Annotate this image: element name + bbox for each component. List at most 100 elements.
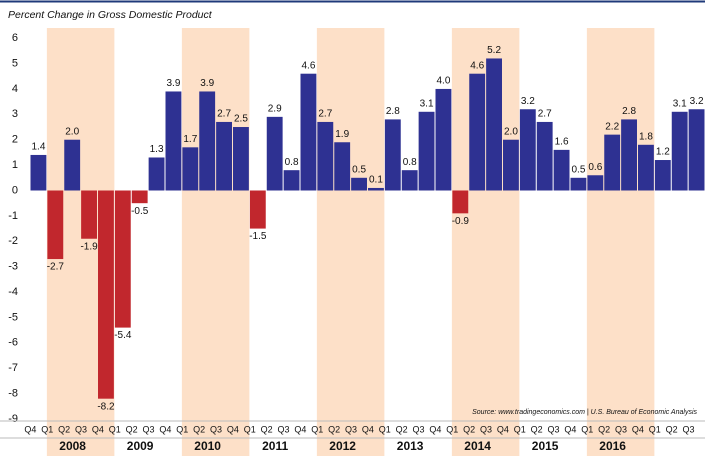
value-label: 0.1 [369, 175, 383, 186]
bar [233, 127, 249, 191]
x-tick-label: Q4 [92, 424, 104, 434]
x-tick-label: Q1 [109, 424, 121, 434]
x-tick-label: Q1 [244, 424, 256, 434]
x-tick-label: Q4 [24, 424, 36, 434]
bar [216, 121, 232, 191]
value-label: 0.5 [352, 164, 366, 175]
year-shade [451, 28, 520, 456]
x-tick-label: Q1 [446, 424, 458, 434]
value-label: 2.7 [318, 109, 332, 120]
x-tick-label: Q3 [683, 424, 695, 434]
value-label: -0.9 [452, 216, 470, 227]
value-label: 2.2 [605, 121, 619, 132]
x-tick-label: Q2 [666, 424, 678, 434]
bar [638, 144, 654, 191]
value-label: 2.9 [268, 104, 282, 115]
value-label: 2.7 [538, 109, 552, 120]
bar [401, 170, 418, 191]
value-label: -0.5 [131, 206, 149, 217]
x-tick-label: Q3 [615, 424, 627, 434]
value-label: 4.6 [470, 60, 484, 71]
value-label: 2.7 [217, 109, 231, 120]
bar [148, 157, 165, 191]
y-tick-label: -2 [8, 235, 18, 247]
value-label: 1.8 [639, 131, 653, 142]
year-label: 2015 [532, 439, 559, 453]
bar [249, 190, 266, 229]
bar [283, 170, 300, 191]
value-label: 1.3 [150, 144, 164, 155]
x-tick-label: Q3 [480, 424, 492, 434]
x-tick-label: Q4 [429, 424, 441, 434]
value-label: 1.2 [656, 147, 670, 158]
bar [486, 58, 502, 191]
x-tick-label: Q4 [294, 424, 306, 434]
x-tick-label: Q4 [497, 424, 509, 434]
y-tick-label: -6 [8, 337, 18, 349]
value-label: -1.5 [249, 231, 267, 242]
year-label: 2013 [397, 439, 424, 453]
y-tick-label: -4 [8, 286, 18, 298]
bar [131, 190, 148, 204]
y-tick-label: 5 [12, 57, 18, 69]
x-tick-label: Q1 [514, 424, 526, 434]
bar [266, 116, 283, 191]
x-tick-label: Q2 [531, 424, 543, 434]
bar [351, 177, 367, 191]
value-label: 1.9 [335, 129, 349, 140]
x-tick-label: Q3 [278, 424, 290, 434]
bar [519, 109, 536, 191]
value-label: 1.7 [183, 134, 197, 145]
value-label: 3.1 [673, 98, 687, 109]
bar [587, 175, 604, 191]
bar [368, 187, 384, 191]
x-tick-label: Q1 [649, 424, 661, 434]
bar [553, 149, 570, 191]
bar [384, 119, 401, 191]
bar [452, 190, 469, 214]
year-shade [181, 28, 250, 456]
x-tick-label: Q2 [58, 424, 70, 434]
y-tick-label: 2 [12, 134, 18, 146]
y-tick-label: -3 [8, 261, 18, 273]
x-tick-label: Q2 [396, 424, 408, 434]
bar [418, 111, 435, 191]
bar [114, 190, 131, 328]
bar [47, 190, 64, 260]
x-tick-label: Q2 [126, 424, 138, 434]
value-label: 2.8 [386, 106, 400, 117]
y-tick-label: 1 [12, 159, 18, 171]
x-tick-label: Q2 [328, 424, 340, 434]
value-label: -5.4 [114, 330, 132, 341]
y-tick-label: -7 [8, 362, 18, 374]
year-label: 2014 [464, 439, 491, 453]
bar [570, 177, 587, 191]
value-label: 3.9 [166, 78, 180, 89]
x-tick-label: Q3 [143, 424, 155, 434]
x-tick-label: Q3 [345, 424, 357, 434]
x-tick-label: Q2 [598, 424, 610, 434]
x-tick-label: Q4 [632, 424, 644, 434]
bar [435, 88, 452, 191]
value-label: -1.9 [80, 241, 98, 252]
x-tick-label: Q1 [311, 424, 323, 434]
x-tick-label: Q1 [379, 424, 391, 434]
value-label: 2.5 [234, 114, 248, 125]
y-tick-label: -9 [8, 413, 18, 425]
year-label: 2016 [599, 439, 626, 453]
bar [98, 190, 114, 399]
x-tick-label: Q3 [413, 424, 425, 434]
bar [300, 73, 317, 191]
value-label: 3.2 [690, 96, 704, 107]
year-shade [586, 28, 655, 456]
y-tick-label: 6 [12, 32, 18, 44]
bar [688, 109, 705, 191]
bar [604, 134, 621, 191]
bar [503, 139, 519, 191]
x-tick-label: Q3 [548, 424, 560, 434]
value-label: 0.6 [588, 162, 602, 173]
value-label: 2.0 [504, 126, 518, 137]
x-tick-label: Q3 [75, 424, 87, 434]
bar [165, 91, 182, 191]
